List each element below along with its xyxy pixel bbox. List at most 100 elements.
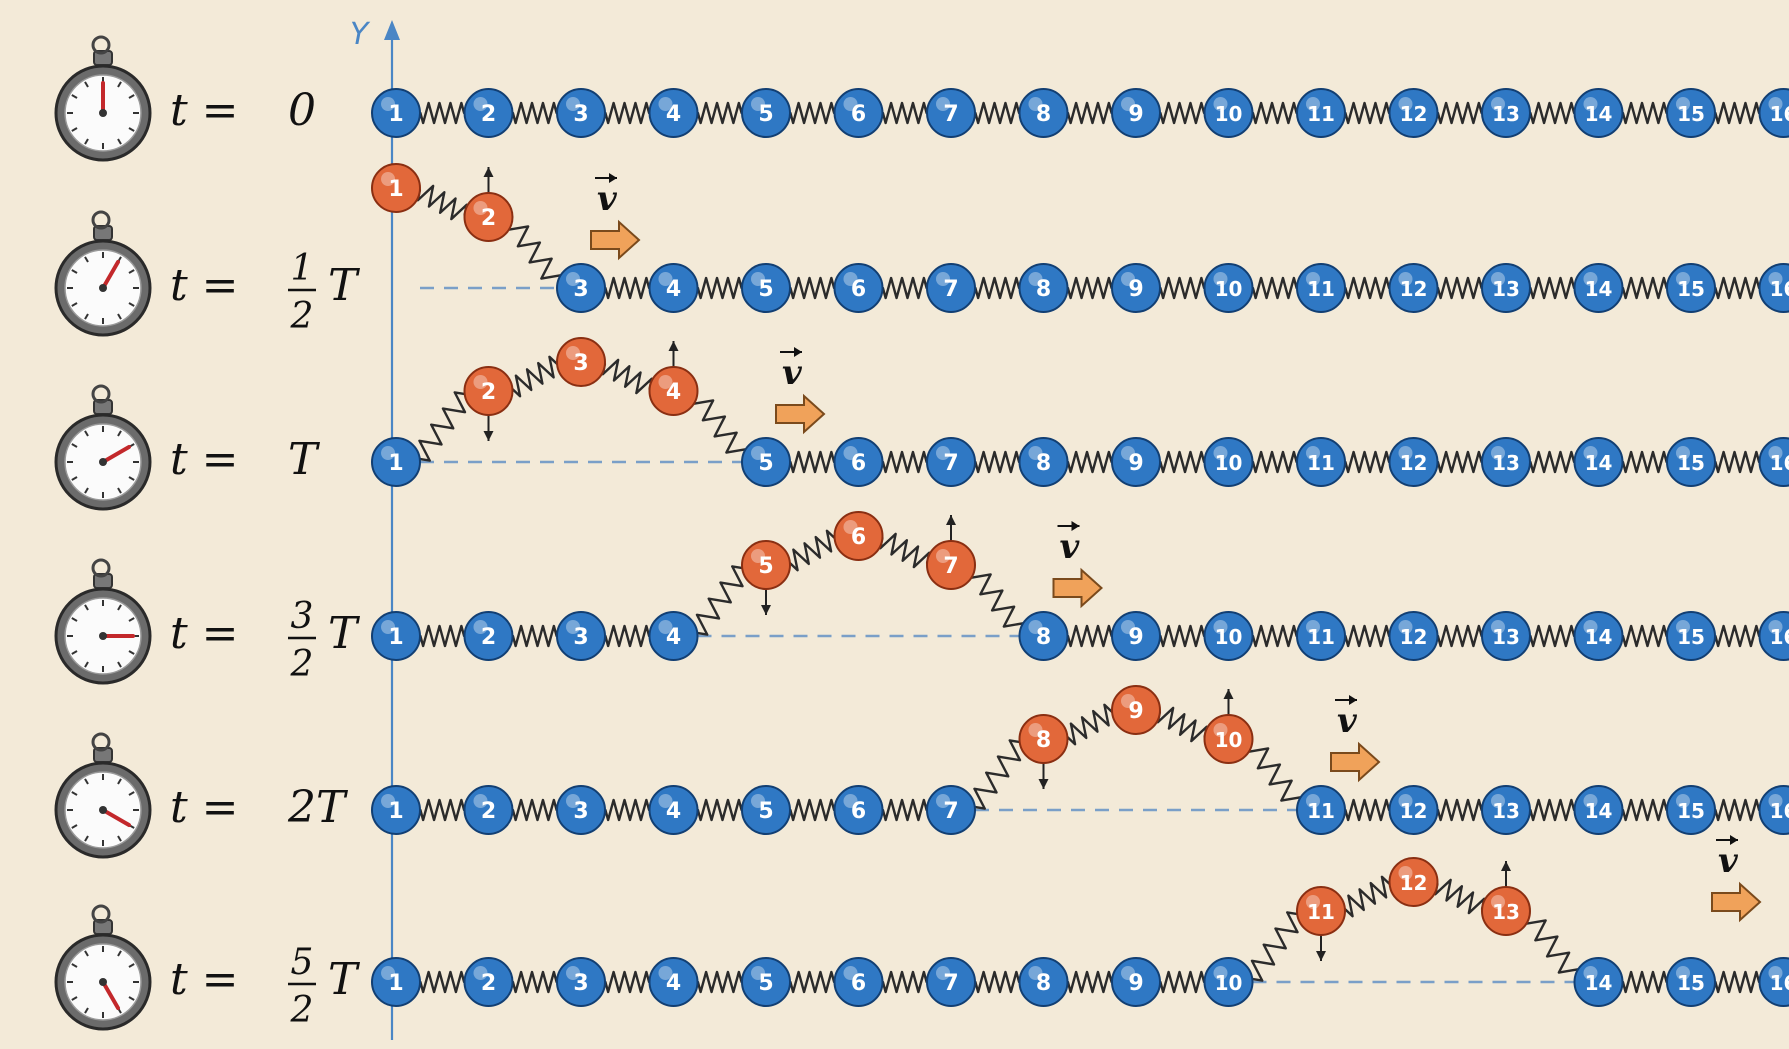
spring	[1711, 450, 1764, 474]
spring	[416, 101, 469, 125]
ball: 2	[463, 957, 514, 1007]
ball-circle	[1296, 785, 1346, 835]
spring	[971, 101, 1024, 125]
ball: 3	[556, 88, 606, 138]
ball-number: 12	[1400, 799, 1428, 823]
ball: 12	[1388, 437, 1439, 487]
spring	[601, 798, 654, 822]
ball-circle	[1666, 437, 1716, 487]
ball-circle	[1758, 785, 1789, 835]
ball: 10	[1203, 714, 1254, 764]
ball-number: 1	[388, 177, 403, 202]
ball: 14	[1573, 957, 1624, 1007]
spring	[415, 184, 469, 221]
ball: 13	[1481, 886, 1531, 936]
ball-number: 11	[1307, 900, 1335, 924]
velocity-arrow: v	[1052, 521, 1103, 609]
ball-circle	[1111, 88, 1161, 138]
ball: 11	[1296, 263, 1346, 313]
ball-circle	[371, 957, 421, 1007]
ball-circle	[1296, 611, 1346, 661]
ball-number: 2	[481, 206, 496, 231]
ball-number: 10	[1215, 277, 1243, 301]
ball-number: 14	[1585, 971, 1613, 995]
spring	[786, 450, 839, 474]
ball-number: 3	[573, 625, 588, 650]
ball-number: 5	[758, 971, 773, 996]
spring	[878, 798, 931, 822]
ball-number: 11	[1307, 625, 1335, 649]
ball-circle	[1203, 88, 1254, 138]
time-label-prefix: t =	[170, 434, 239, 485]
ball-circle	[833, 88, 884, 138]
ball-number: 3	[573, 277, 588, 302]
ball-number: 8	[1036, 451, 1051, 476]
spring	[1248, 450, 1301, 474]
ball-number: 9	[1128, 625, 1143, 650]
ball-circle	[463, 366, 514, 416]
time-row: t =12T12345678910111213141516v	[54, 163, 1789, 337]
ball-circle	[1111, 957, 1161, 1007]
ball: 14	[1573, 88, 1624, 138]
ball: 9	[1111, 685, 1161, 735]
spring	[1156, 624, 1209, 648]
ball-circle	[1758, 957, 1789, 1007]
ball-circle	[833, 437, 884, 487]
ball-circle	[926, 263, 976, 313]
ball-circle	[926, 957, 976, 1007]
time-row: t =52T12345678910111213141516v	[54, 835, 1789, 1031]
ball-circle	[1111, 685, 1161, 735]
ball-number: 5	[758, 277, 773, 302]
ball: 10	[1203, 437, 1254, 487]
spring	[1618, 276, 1671, 300]
time-label-prefix: t =	[170, 260, 239, 311]
spring	[504, 216, 565, 289]
ball: 15	[1666, 957, 1716, 1007]
ball-circle	[371, 785, 421, 835]
spring	[1711, 624, 1764, 648]
spring	[1063, 703, 1117, 746]
time-row: t =32T12345678910111213141516v	[54, 511, 1789, 685]
ball-circle	[1296, 886, 1346, 936]
ball-circle	[556, 263, 606, 313]
time-label-value: 2T	[287, 782, 349, 833]
spring	[786, 798, 839, 822]
ball: 3	[556, 611, 606, 661]
ball: 15	[1666, 785, 1716, 835]
ball: 3	[556, 785, 606, 835]
stopwatch-hand	[101, 980, 120, 1010]
ball: 9	[1111, 88, 1161, 138]
ball-circle	[926, 785, 976, 835]
ball-number: 9	[1128, 277, 1143, 302]
ball: 11	[1296, 785, 1346, 835]
ball: 14	[1573, 611, 1624, 661]
ball: 7	[926, 263, 976, 313]
spring	[1711, 798, 1764, 822]
ball: 7	[926, 437, 976, 487]
ball-circle	[1481, 886, 1531, 936]
time-label-denominator: 2	[290, 296, 314, 337]
ball-circle	[1296, 263, 1346, 313]
spring	[1433, 624, 1486, 648]
time-label: t = T	[170, 434, 321, 485]
time-label-prefix: t =	[170, 608, 239, 659]
time-label: t = 0	[170, 85, 316, 136]
spring	[508, 355, 562, 398]
ball-number: 15	[1677, 799, 1705, 823]
spring	[1341, 276, 1394, 300]
spring	[1248, 276, 1301, 300]
ball-number: 11	[1307, 799, 1335, 823]
ball-circle	[1573, 88, 1624, 138]
ball: 16	[1758, 957, 1789, 1007]
ball-circle	[1758, 88, 1789, 138]
ball-circle	[371, 88, 421, 138]
ball-number: 3	[573, 799, 588, 824]
time-label: t = 2T	[170, 782, 349, 833]
ball-number: 10	[1215, 971, 1243, 995]
stopwatch-icon	[54, 210, 152, 337]
spring	[786, 970, 839, 994]
ball: 12	[1388, 785, 1439, 835]
ball-number: 4	[666, 277, 681, 302]
ball-circle	[1758, 263, 1789, 313]
ball-number: 3	[573, 351, 588, 376]
